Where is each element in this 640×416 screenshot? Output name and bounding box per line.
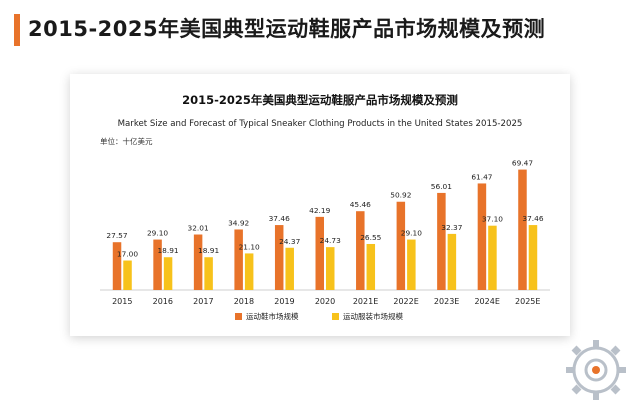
bar-sneaker [315, 216, 324, 290]
data-label: 24.37 [279, 237, 300, 246]
bar-sneaker [234, 229, 243, 290]
data-label: 42.19 [309, 206, 330, 215]
data-label: 37.46 [522, 214, 543, 223]
x-tick-label: 2015 [112, 297, 132, 306]
bar-apparel [163, 257, 173, 290]
data-label: 69.47 [512, 159, 533, 168]
data-label: 27.57 [106, 231, 127, 240]
bar-apparel [123, 260, 132, 290]
bar-sneaker [153, 239, 162, 290]
gear-logo-icon [566, 340, 626, 400]
data-label: 61.47 [471, 172, 492, 181]
bar-apparel [204, 257, 213, 290]
bar-apparel [366, 243, 376, 290]
data-label: 32.01 [188, 224, 209, 233]
legend-swatch [332, 313, 339, 320]
data-label: 18.91 [198, 246, 219, 255]
chart-title: 2015-2025年美国典型运动鞋服产品市场规模及预测 [182, 93, 458, 107]
x-tick-label: 2018 [234, 297, 254, 306]
bar-apparel [326, 247, 335, 290]
x-tick-label: 2022E [393, 297, 418, 306]
x-tick-label: 2024E [474, 297, 499, 306]
bar-sneaker [396, 201, 406, 290]
unit-label: 单位：十亿美元 [100, 136, 153, 146]
bar-chart: 2015-2025年美国典型运动鞋服产品市场规模及预测 Market Size … [100, 93, 550, 321]
page-title: 2015-2025年美国典型运动鞋服产品市场规模及预测 [28, 17, 546, 41]
bar-sneaker [477, 183, 487, 290]
bars-group: 27.57 17.00 2015 29.10 18.91 2016 32.01 18.91 20… [106, 159, 543, 306]
x-tick-label: 2016 [153, 297, 173, 306]
legend-label: 运动服装市场规模 [343, 311, 403, 321]
x-tick-label: 2017 [193, 297, 213, 306]
legend-swatch [235, 313, 242, 320]
data-label: 29.10 [147, 229, 168, 238]
data-label: 29.10 [401, 229, 422, 238]
bar-sneaker [274, 225, 284, 290]
legend: 运动鞋市场规模 运动服装市场规模 [235, 311, 403, 321]
bar-sneaker [437, 192, 446, 290]
data-label: 37.46 [269, 214, 290, 223]
bar-apparel [488, 225, 497, 290]
chart-card: 2015-2025年美国典型运动鞋服产品市场规模及预测 Market Size … [70, 74, 570, 336]
x-tick-label: 2025E [515, 297, 540, 306]
data-label: 18.91 [157, 246, 178, 255]
bar-apparel [244, 253, 254, 290]
data-label: 21.10 [239, 242, 260, 251]
data-label: 37.10 [482, 215, 503, 224]
data-label: 34.92 [228, 218, 249, 227]
bar-apparel [285, 247, 294, 290]
bar-sneaker [193, 234, 203, 290]
legend-label: 运动鞋市场规模 [246, 311, 299, 321]
bar-apparel [528, 225, 538, 290]
data-label: 56.01 [431, 182, 452, 191]
data-label: 50.92 [390, 191, 411, 200]
data-label: 17.00 [117, 250, 138, 259]
data-label: 32.37 [441, 223, 462, 232]
data-label: 45.46 [350, 200, 371, 209]
bar-apparel [447, 233, 457, 290]
x-tick-label: 2019 [274, 297, 294, 306]
bar-sneaker [356, 211, 365, 290]
title-accent-bar [14, 14, 20, 46]
data-label: 24.73 [320, 236, 341, 245]
chart-subtitle: Market Size and Forecast of Typical Snea… [118, 119, 523, 129]
bar-sneaker [112, 242, 122, 290]
x-tick-label: 2023E [434, 297, 459, 306]
bar-sneaker [518, 169, 527, 290]
x-tick-label: 2020 [315, 297, 335, 306]
data-label: 26.55 [360, 233, 381, 242]
x-tick-label: 2021E [353, 297, 378, 306]
bar-apparel [407, 239, 416, 290]
